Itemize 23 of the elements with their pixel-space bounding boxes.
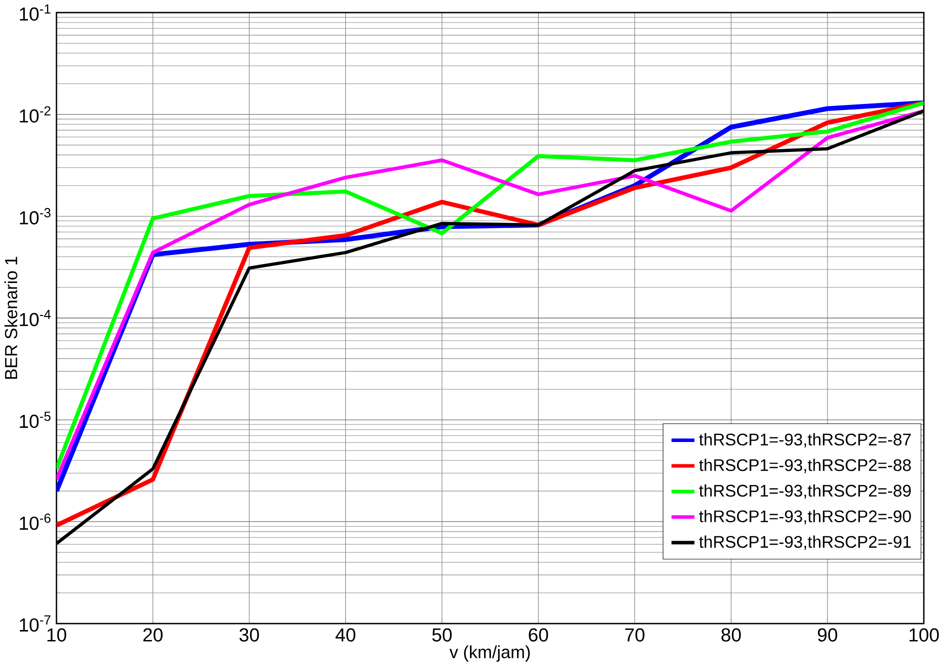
y-tick-label: 10$^{-3}$ bbox=[20, 208, 50, 224]
y-tick-label: 10$^{-5}$ bbox=[20, 412, 51, 428]
x-tick-label: 50 bbox=[432, 628, 452, 642]
y-tick-label: 10$^{-2}$ bbox=[20, 106, 50, 123]
legend-label: thRSCP1=-93,thRSCP2=-87 bbox=[699, 433, 911, 448]
legend-label: thRSCP1=-93,thRSCP2=-88 bbox=[699, 458, 911, 473]
x-tick-label: 60 bbox=[528, 628, 548, 642]
x-tick-label: 30 bbox=[239, 628, 259, 642]
x-tick-label: 90 bbox=[818, 628, 838, 642]
x-tick-label: 100 bbox=[910, 628, 939, 642]
legend-label: thRSCP1=-93,thRSCP2=-89 bbox=[699, 484, 911, 499]
y-axis-title: BER Skenario 1 bbox=[4, 256, 18, 379]
x-tick-label: 70 bbox=[625, 628, 644, 642]
y-tick-label: 10$^{-1}$ bbox=[20, 4, 50, 21]
x-tick-label: 80 bbox=[721, 628, 741, 642]
y-tick-label: 10$^{-4}$ bbox=[20, 310, 51, 326]
legend-label: thRSCP1=-93,thRSCP2=-91 bbox=[699, 535, 911, 550]
y-tick-label: 10$^{-6}$ bbox=[20, 513, 50, 530]
x-tick-label: 20 bbox=[143, 628, 163, 642]
legend-label: thRSCP1=-93,thRSCP2=-90 bbox=[699, 510, 911, 524]
x-axis-title: v (km/jam) bbox=[450, 645, 530, 662]
x-tick-label: 10 bbox=[47, 628, 66, 642]
x-tick-label: 40 bbox=[336, 628, 356, 642]
